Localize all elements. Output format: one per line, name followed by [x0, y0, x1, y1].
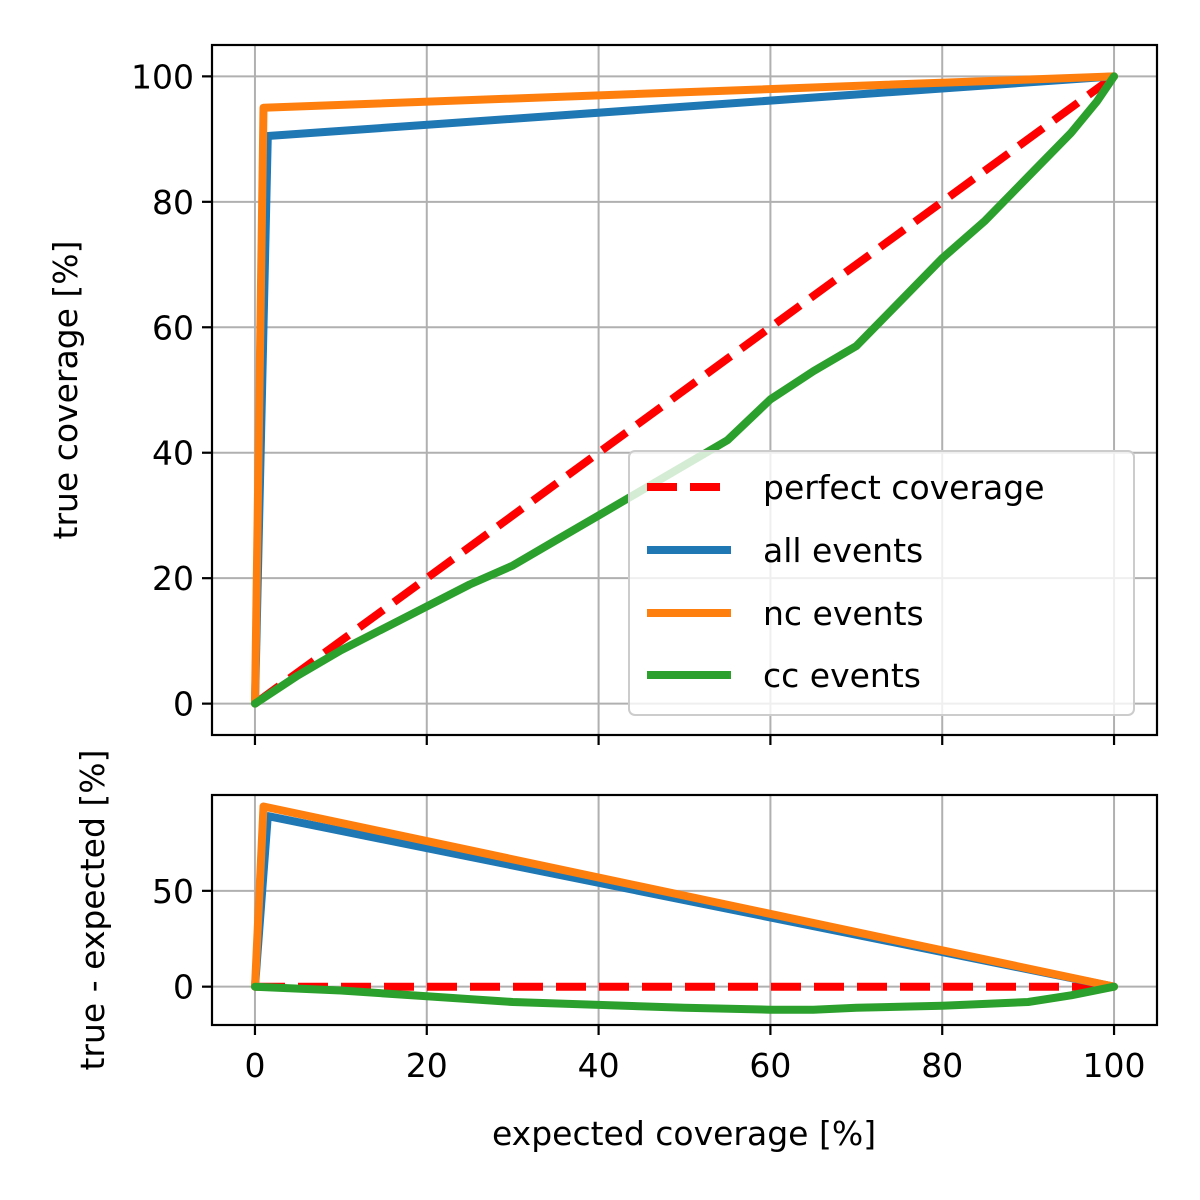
bottom-x-tick-label: 80 [921, 1046, 963, 1085]
legend: perfect coverage all events nc events cc… [628, 450, 1135, 716]
top-y-tick-label: 100 [131, 57, 194, 96]
bottom-x-tick-label: 20 [406, 1046, 448, 1085]
bottom-panel: 0 20 40 60 80 100 0 50 true - expected [%] expe… [73, 749, 1159, 1153]
legend-frame [628, 450, 1135, 716]
legend-label-perfect-coverage: perfect coverage [763, 468, 1045, 507]
bottom-x-tick-label: 0 [244, 1046, 265, 1085]
top-y-tick-label: 20 [152, 559, 194, 598]
top-series-nc-events [251, 72, 1118, 708]
top-y-axis-label: true coverage [%] [46, 240, 85, 539]
bottom-series-nc-events [251, 802, 1118, 991]
top-y-tick-label: 80 [152, 183, 194, 222]
bottom-series-cc-events [251, 982, 1118, 1014]
bottom-ticks: 0 20 40 60 80 100 0 50 [152, 872, 1146, 1085]
legend-label-nc-events: nc events [763, 594, 924, 633]
top-y-tick-label: 60 [152, 308, 194, 347]
legend-label-all-events: all events [763, 531, 923, 570]
bottom-y-tick-label: 0 [173, 968, 194, 1007]
bottom-x-tick-label: 60 [749, 1046, 791, 1085]
bottom-x-tick-label: 40 [578, 1046, 620, 1085]
top-series-perfect-coverage [252, 73, 1117, 707]
top-ticks: 0 20 40 60 80 100 [131, 57, 1116, 745]
top-y-tick-label: 40 [152, 434, 194, 473]
x-axis-label: expected coverage [%] [492, 1114, 876, 1153]
top-axes-frame [210, 43, 1159, 737]
bottom-axes-frame [210, 793, 1159, 1027]
top-panel: 0 20 40 60 80 100 true coverage [%] perfect c… [46, 43, 1159, 745]
bottom-x-tick-label: 100 [1083, 1046, 1146, 1085]
bottom-series [251, 802, 1118, 1014]
bottom-y-tick-label: 50 [152, 872, 194, 911]
bottom-y-axis-label: true - expected [%] [73, 749, 112, 1070]
top-series [251, 72, 1118, 708]
top-y-tick-label: 0 [173, 685, 194, 724]
legend-label-cc-events: cc events [763, 656, 921, 695]
